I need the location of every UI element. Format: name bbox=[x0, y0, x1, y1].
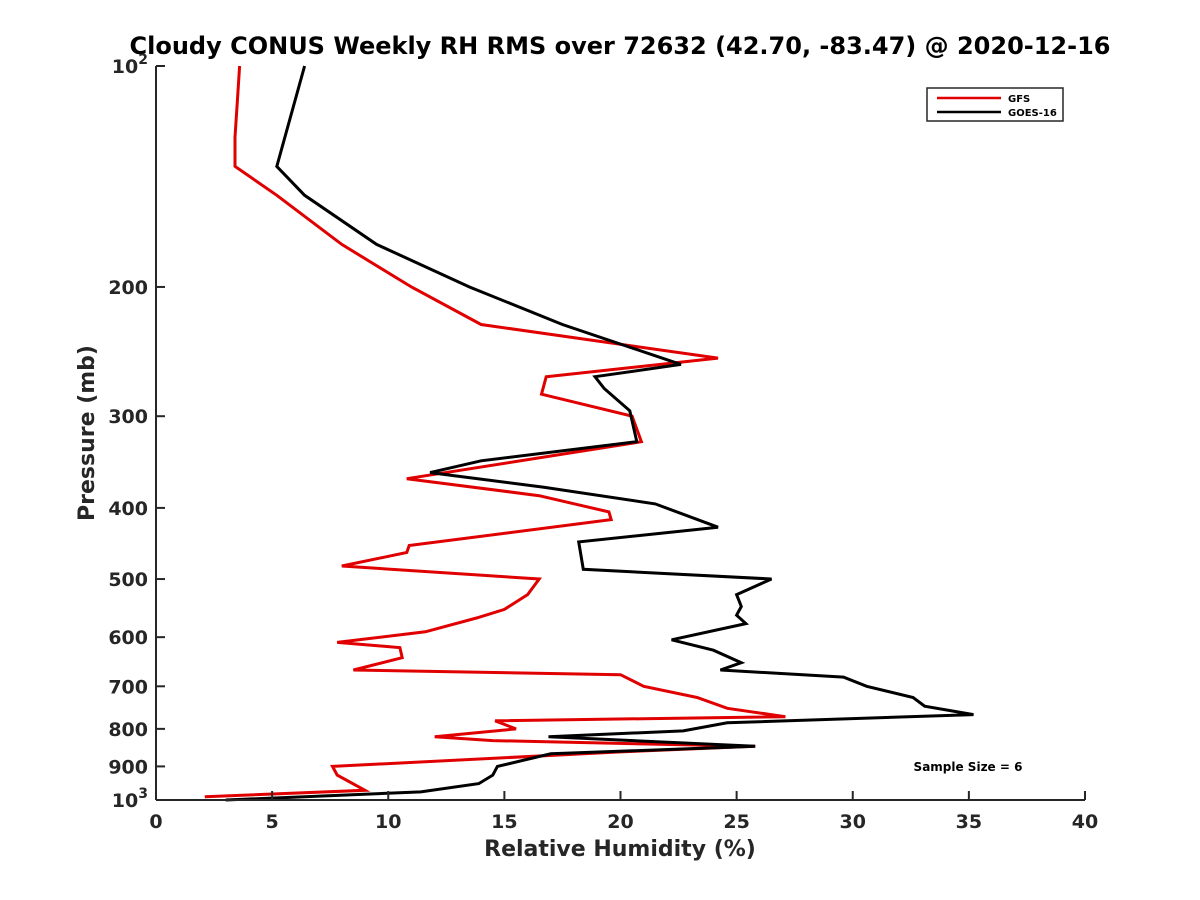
y-tick-label: 400 bbox=[108, 498, 148, 520]
legend-box bbox=[926, 87, 1064, 122]
x-tick-label: 30 bbox=[840, 811, 866, 833]
y-axis-label: Pressure (mb) bbox=[75, 345, 100, 521]
sample-size-annotation: Sample Size = 6 bbox=[914, 760, 1023, 774]
x-tick-label: 25 bbox=[723, 811, 749, 833]
series-line-gfs bbox=[204, 65, 786, 799]
x-tick-label: 20 bbox=[607, 811, 633, 833]
x-tick-label: 15 bbox=[491, 811, 517, 833]
chart-title: Cloudy CONUS Weekly RH RMS over 72632 (4… bbox=[130, 32, 1111, 60]
x-tick-label: 5 bbox=[266, 811, 279, 833]
y-tick-label: 600 bbox=[108, 627, 148, 649]
legend-label-goes-16: GOES-16 bbox=[1008, 108, 1057, 119]
series-line-goes-16 bbox=[225, 65, 974, 802]
y-tick-label: 700 bbox=[108, 676, 148, 698]
y-tick-label: 300 bbox=[108, 406, 148, 428]
y-tick-label: 200 bbox=[108, 277, 148, 299]
y-tick-label: 900 bbox=[108, 756, 148, 778]
x-tick-label: 40 bbox=[1072, 811, 1098, 833]
y-tick-label: 103 bbox=[112, 786, 148, 812]
y-tick-label: 500 bbox=[108, 569, 148, 591]
axes-layer: 0 5 10 15 20 25 30 35 40 102 200 300 400 500 600 700 800… bbox=[108, 52, 1098, 833]
legend-label-gfs: GFS bbox=[1008, 94, 1030, 105]
y-tick-label: 102 bbox=[112, 52, 148, 78]
x-tick-label: 0 bbox=[149, 811, 162, 833]
y-tick-label: 800 bbox=[108, 719, 148, 741]
series-layer bbox=[204, 65, 974, 802]
x-tick-label: 35 bbox=[956, 811, 982, 833]
plot-area: 0 5 10 15 20 25 30 35 40 102 200 300 400 500 600 700 800… bbox=[108, 52, 1098, 833]
x-axis-label: Relative Humidity (%) bbox=[484, 837, 756, 862]
x-tick-label: 10 bbox=[375, 811, 401, 833]
legend: GFS GOES-16 bbox=[926, 87, 1064, 122]
